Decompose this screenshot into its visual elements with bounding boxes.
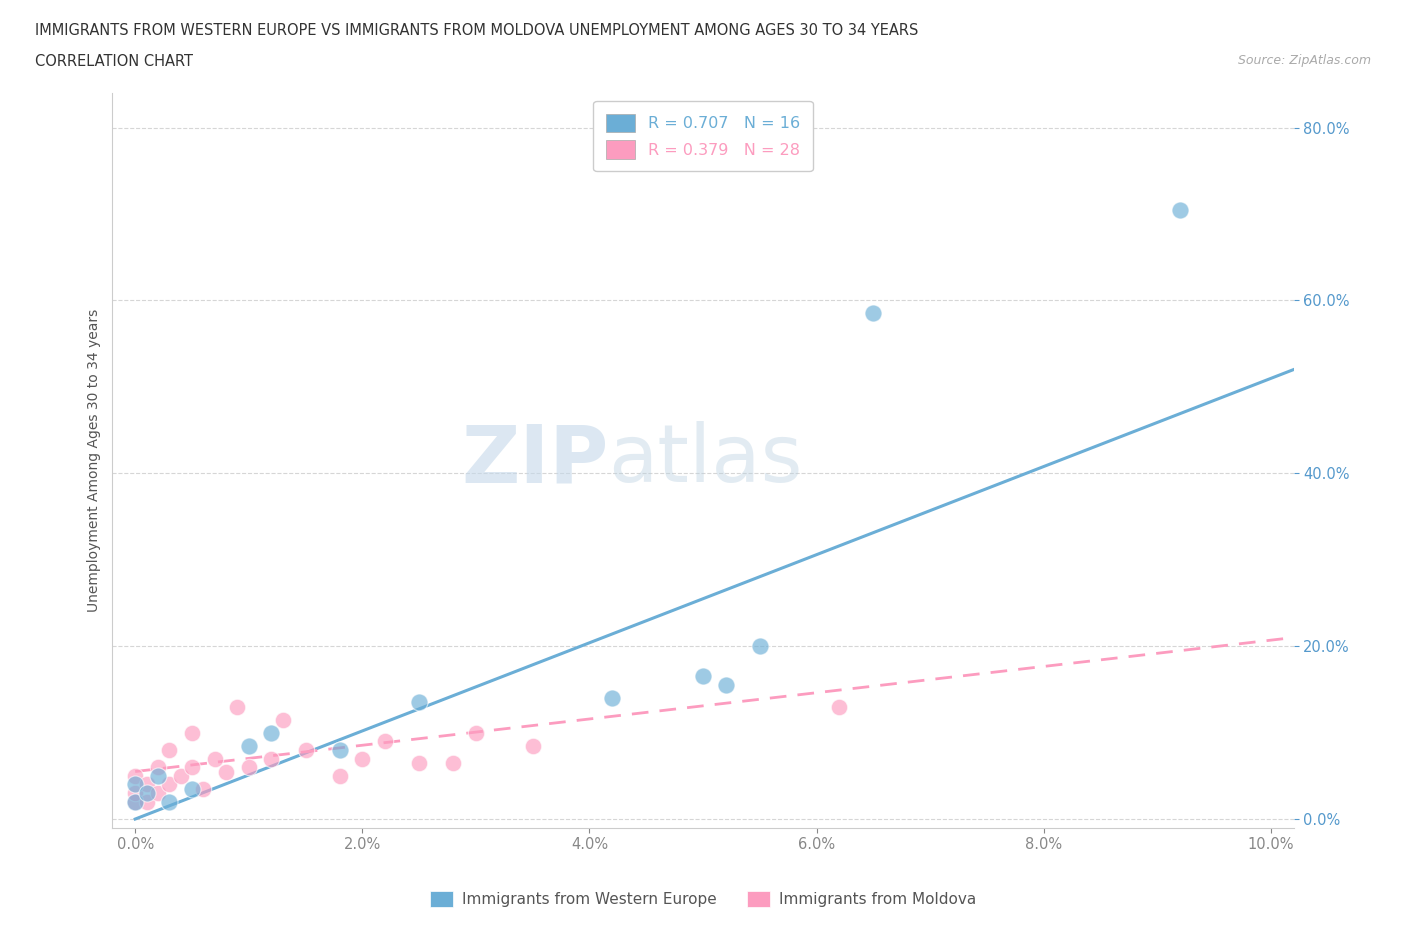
Point <box>181 760 204 775</box>
Point <box>124 768 146 783</box>
Point <box>294 742 316 757</box>
Text: ZIP: ZIP <box>461 421 609 499</box>
Point <box>748 639 770 654</box>
Point <box>260 751 283 766</box>
Point <box>124 794 146 809</box>
Point <box>238 760 260 775</box>
Point <box>169 768 191 783</box>
Point <box>352 751 374 766</box>
Point <box>329 742 352 757</box>
Point <box>135 786 157 801</box>
Point <box>124 777 146 792</box>
Point <box>124 794 146 809</box>
Point <box>146 768 169 783</box>
Point <box>157 777 180 792</box>
Point <box>692 669 714 684</box>
Point <box>193 781 215 796</box>
Point <box>157 794 180 809</box>
Point <box>157 742 180 757</box>
Point <box>238 738 260 753</box>
Point <box>226 699 249 714</box>
Point <box>1168 202 1191 217</box>
Point <box>714 678 737 693</box>
Point <box>135 794 157 809</box>
Point <box>408 755 430 770</box>
Point <box>181 781 204 796</box>
Point <box>600 691 623 706</box>
Text: CORRELATION CHART: CORRELATION CHART <box>35 54 193 69</box>
Text: atlas: atlas <box>609 421 803 499</box>
Point <box>146 786 169 801</box>
Text: Source: ZipAtlas.com: Source: ZipAtlas.com <box>1237 54 1371 67</box>
Legend: Immigrants from Western Europe, Immigrants from Moldova: Immigrants from Western Europe, Immigran… <box>423 884 983 913</box>
Point <box>146 760 169 775</box>
Point <box>215 764 238 779</box>
Point <box>124 786 146 801</box>
Point <box>464 725 486 740</box>
Point <box>828 699 851 714</box>
Legend: R = 0.707   N = 16, R = 0.379   N = 28: R = 0.707 N = 16, R = 0.379 N = 28 <box>593 101 813 171</box>
Point <box>135 777 157 792</box>
Point <box>260 725 283 740</box>
Point <box>862 306 884 321</box>
Point <box>204 751 226 766</box>
Text: IMMIGRANTS FROM WESTERN EUROPE VS IMMIGRANTS FROM MOLDOVA UNEMPLOYMENT AMONG AGE: IMMIGRANTS FROM WESTERN EUROPE VS IMMIGR… <box>35 23 918 38</box>
Point <box>181 725 204 740</box>
Point <box>271 712 294 727</box>
Point <box>441 755 464 770</box>
Point <box>522 738 544 753</box>
Y-axis label: Unemployment Among Ages 30 to 34 years: Unemployment Among Ages 30 to 34 years <box>87 309 101 612</box>
Point <box>374 734 396 749</box>
Point <box>408 695 430 710</box>
Point <box>329 768 352 783</box>
